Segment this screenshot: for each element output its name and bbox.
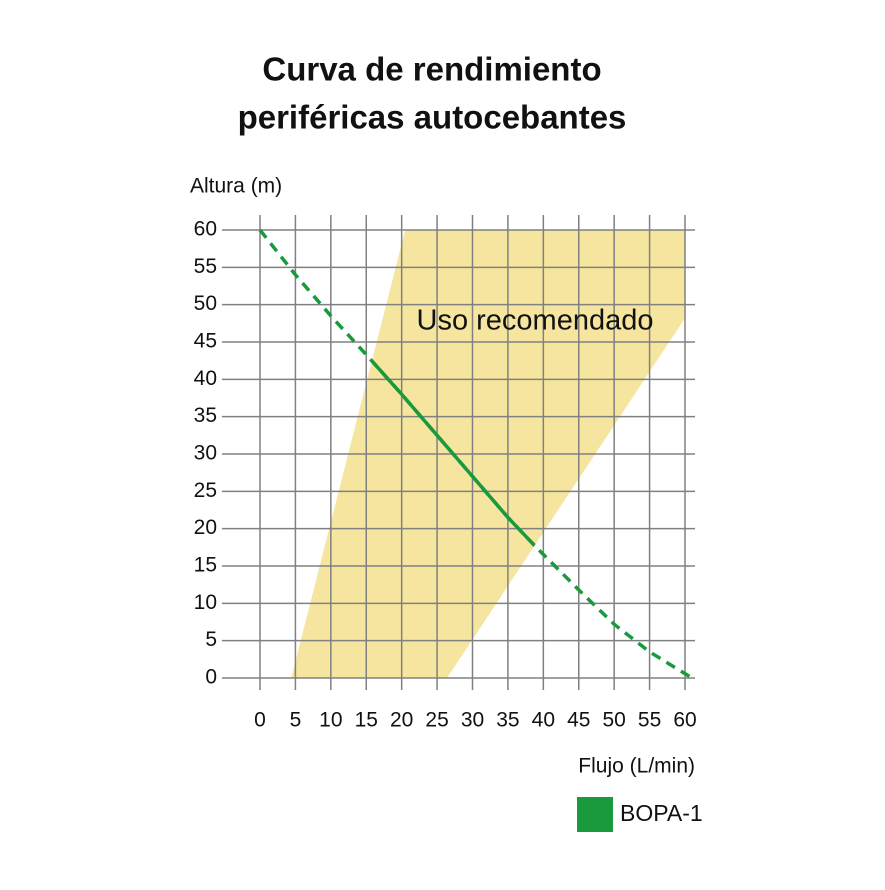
y-tick-label: 40 [194, 367, 217, 390]
x-axis-label: Flujo (L/min) [578, 755, 695, 778]
y-axis-label: Altura (m) [190, 175, 282, 198]
region-label: Uso recomendado [417, 305, 654, 337]
x-tick-label: 15 [355, 709, 378, 732]
y-tick-label: 0 [205, 666, 217, 689]
x-tick-label: 35 [496, 709, 519, 732]
x-tick-label: 60 [673, 709, 696, 732]
x-tick-label: 20 [390, 709, 413, 732]
x-tick-label: 50 [602, 709, 625, 732]
x-tick-label: 5 [290, 709, 302, 732]
x-tick-label: 40 [532, 709, 555, 732]
y-tick-label: 45 [194, 330, 217, 353]
x-tick-label: 10 [319, 709, 342, 732]
legend-label: BOPA-1 [620, 800, 703, 826]
y-tick-label: 35 [194, 404, 217, 427]
x-tick-label: 45 [567, 709, 590, 732]
x-tick-label: 55 [638, 709, 661, 732]
y-tick-label: 10 [194, 591, 217, 614]
y-tick-label: 60 [194, 218, 217, 241]
x-tick-label: 0 [254, 709, 266, 732]
legend-swatch [577, 797, 613, 832]
y-tick-label: 5 [205, 628, 217, 651]
chart-title: Curva de rendimiento [262, 51, 601, 88]
y-tick-label: 30 [194, 442, 217, 465]
x-tick-label: 25 [425, 709, 448, 732]
y-tick-label: 15 [194, 554, 217, 577]
x-tick-label: 30 [461, 709, 484, 732]
y-tick-label: 20 [194, 516, 217, 539]
chart-title: periféricas autocebantes [238, 99, 627, 136]
y-tick-label: 25 [194, 479, 217, 502]
y-tick-label: 55 [194, 255, 217, 278]
y-tick-label: 50 [194, 292, 217, 315]
